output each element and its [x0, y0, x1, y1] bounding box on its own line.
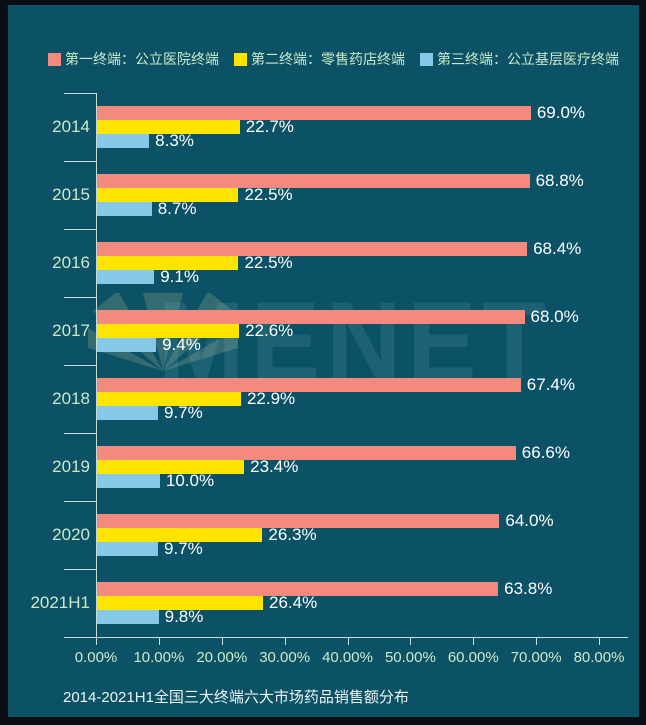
category-label-2019: 2019: [52, 457, 90, 476]
category-label-2017: 2017: [52, 321, 90, 340]
bar-value-label: 68.0%: [530, 307, 579, 326]
x-axis-tick: [599, 637, 600, 645]
legend-item-2: 第二终端：零售药店终端: [234, 49, 405, 69]
bar-2018-series-3: [97, 406, 158, 420]
x-axis-tick-label: 60.00%: [447, 649, 499, 666]
bar-2020-series-2: [97, 528, 263, 542]
y-axis-tick: [64, 229, 97, 230]
bar-2015-series-2: [97, 188, 239, 202]
legend-item-1: 第一终端：公立医院终端: [48, 49, 219, 69]
x-axis-tick: [284, 637, 286, 645]
bar-2019-series-3: [97, 474, 160, 488]
x-axis-tick: [221, 637, 223, 645]
bar-2015-series-1: [97, 174, 530, 188]
y-axis-tick: [64, 569, 97, 570]
x-axis-tick-label: 40.00%: [322, 649, 373, 666]
bar-value-label: 22.5%: [244, 185, 293, 204]
bar-value-label: 8.3%: [155, 131, 194, 150]
x-axis-tick: [347, 637, 349, 645]
x-axis-tick: [158, 637, 160, 645]
bar-value-label: 69.0%: [536, 103, 586, 122]
bar-value-label: 26.3%: [268, 525, 317, 544]
bar-value-label: 64.0%: [505, 511, 554, 530]
bar-2014-series-1: [97, 106, 531, 120]
legend-item-label: 第二终端：零售药店终端: [251, 51, 405, 67]
chart-legend: 第一终端：公立医院终端 第二终端：零售药店终端 第三终端：公立基层医疗终端: [48, 49, 627, 69]
legend-swatch-icon: [420, 52, 433, 66]
y-axis-tick: [64, 433, 97, 434]
x-axis-tick: [410, 637, 412, 645]
y-axis-tick: [64, 93, 97, 94]
bar-value-label: 22.6%: [245, 321, 294, 340]
legend-swatch-icon: [234, 52, 247, 66]
bar-2017-series-2: [97, 324, 240, 338]
category-label-2016: 2016: [52, 253, 90, 272]
bar-2014-series-2: [97, 120, 240, 134]
category-label-2020: 2020: [52, 525, 90, 544]
bar-value-label: 23.4%: [250, 457, 299, 476]
bar-2017-series-3: [97, 338, 157, 352]
x-axis-tick-label: 0.00%: [74, 649, 118, 666]
bar-value-label: 26.4%: [268, 593, 318, 612]
x-axis-tick: [473, 637, 475, 645]
bar-2015-series-3: [97, 202, 152, 216]
y-axis-tick: [64, 637, 97, 638]
legend-item-label: 第一终端：公立医院终端: [65, 51, 219, 67]
x-axis-tick-label: 80.00%: [573, 649, 625, 666]
bar-2021H1-series-2: [97, 596, 263, 610]
bar-2014-series-3: [97, 134, 150, 148]
legend-swatch-icon: [48, 52, 61, 66]
bar-2016-series-3: [97, 270, 155, 284]
bar-2020-series-1: [97, 514, 500, 528]
x-axis-tick-label: 10.00%: [133, 649, 185, 666]
bar-value-label: 66.6%: [521, 443, 570, 462]
chart-background: MENET 第一终端：公立医院终端 第二终端：零售药店终端 第三终端：公立基层医疗终…: [8, 5, 639, 717]
x-axis-line: [96, 637, 628, 638]
bar-2016-series-1: [97, 242, 528, 256]
y-axis-tick: [64, 501, 97, 502]
bar-2017-series-1: [97, 310, 525, 324]
x-axis-tick-label: 70.00%: [510, 649, 562, 666]
x-axis-tick: [536, 637, 538, 645]
bar-value-label: 9.7%: [163, 539, 203, 558]
x-axis-tick-label: 50.00%: [384, 649, 436, 666]
y-axis-tick: [64, 297, 97, 298]
bar-2019-series-2: [97, 460, 245, 474]
bar-value-label: 22.5%: [244, 253, 293, 272]
bar-value-label: 9.4%: [162, 335, 201, 354]
bar-value-label: 8.7%: [157, 199, 197, 218]
legend-item-label: 第三终端：公立基层医疗终端: [437, 51, 619, 67]
bar-value-label: 9.7%: [163, 403, 203, 422]
category-label-2021H1: 2021H1: [30, 593, 90, 612]
bar-value-label: 10.0%: [165, 471, 215, 490]
bar-value-label: 22.9%: [246, 389, 296, 408]
bar-2021H1-series-1: [97, 582, 499, 596]
legend-item-3: 第三终端：公立基层医疗终端: [420, 49, 619, 69]
x-axis-tick-label: 20.00%: [196, 649, 248, 666]
chart-title: 2014-2021H1全国三大终端六大市场药品销售额分布: [63, 689, 409, 706]
bar-value-label: 22.7%: [245, 117, 294, 136]
bar-value-label: 68.4%: [533, 239, 582, 258]
x-axis-tick: [96, 637, 97, 645]
y-axis-tick: [64, 365, 97, 366]
bar-2021H1-series-3: [97, 610, 159, 624]
bar-2019-series-1: [97, 446, 516, 460]
bar-2016-series-2: [97, 256, 239, 270]
bar-2018-series-1: [97, 378, 521, 392]
category-label-2015: 2015: [52, 185, 90, 204]
bar-2018-series-2: [97, 392, 241, 406]
category-label-2018: 2018: [52, 389, 90, 408]
bar-value-label: 63.8%: [504, 579, 553, 598]
category-label-2014: 2014: [52, 117, 90, 136]
x-axis-tick-label: 30.00%: [259, 649, 311, 666]
bar-value-label: 9.8%: [164, 607, 204, 626]
y-axis-tick: [64, 161, 97, 162]
bar-value-label: 68.8%: [535, 171, 584, 190]
bar-value-label: 9.1%: [160, 267, 199, 286]
bar-2020-series-3: [97, 542, 158, 556]
bar-value-label: 67.4%: [526, 375, 575, 394]
